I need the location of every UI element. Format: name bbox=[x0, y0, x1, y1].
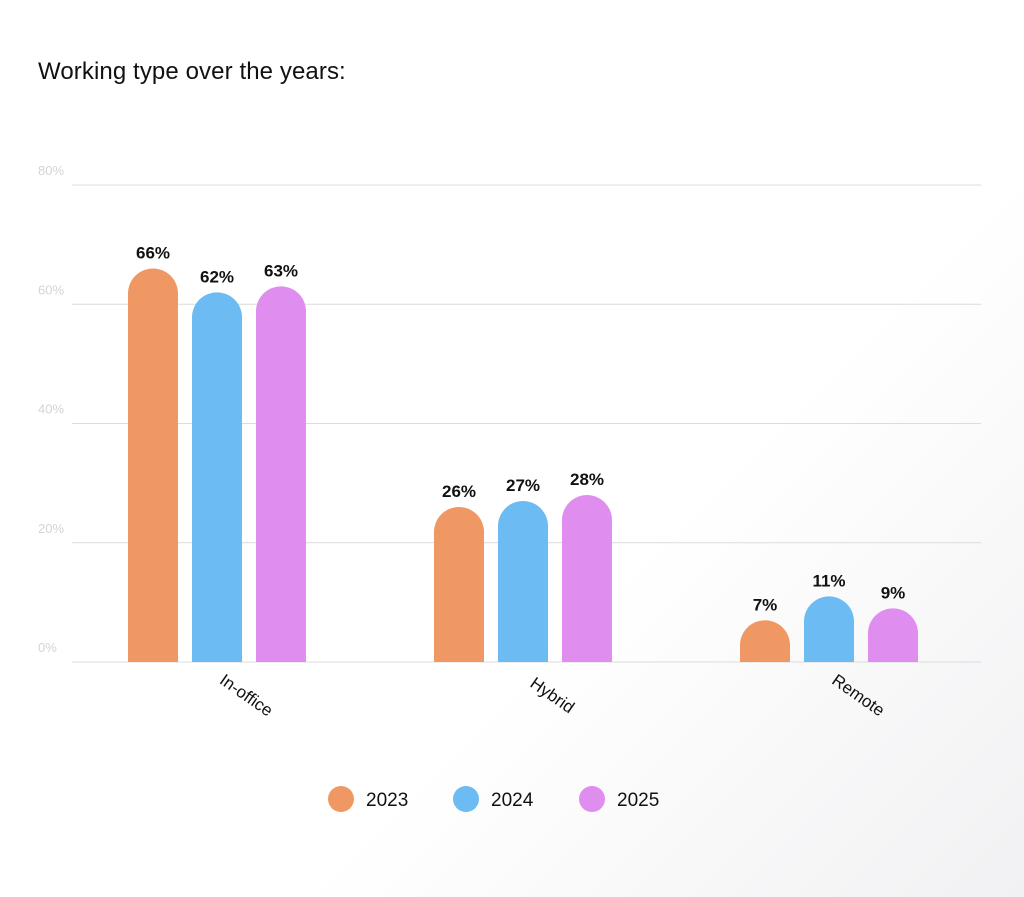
legend-item-2023: 2023 bbox=[328, 786, 408, 812]
bar-hybrid-2024 bbox=[498, 501, 548, 662]
x-tick-label: Hybrid bbox=[527, 673, 578, 717]
data-label: 7% bbox=[753, 595, 778, 614]
bar-remote-2024 bbox=[804, 596, 854, 662]
bar-hybrid-2023 bbox=[434, 506, 484, 662]
bar-in-office-2023 bbox=[128, 268, 178, 662]
y-tick-label: 60% bbox=[38, 282, 64, 297]
y-tick-label: 40% bbox=[38, 402, 64, 417]
data-label: 28% bbox=[570, 470, 604, 489]
bar-in-office-2025 bbox=[256, 286, 306, 662]
legend-swatch bbox=[579, 786, 605, 812]
value-labels: 66% 62% 63% 26% 27% 28% 7% 11% 9% bbox=[136, 243, 905, 614]
bar-remote-2025 bbox=[868, 608, 918, 662]
chart-title: Working type over the years: bbox=[38, 58, 346, 85]
y-tick-label: 0% bbox=[38, 640, 57, 655]
data-label: 27% bbox=[506, 476, 540, 495]
x-tick-label: Remote bbox=[828, 670, 888, 720]
bars bbox=[128, 268, 918, 662]
data-label: 11% bbox=[812, 571, 845, 590]
legend-label: 2023 bbox=[366, 790, 408, 811]
y-tick-label: 80% bbox=[38, 163, 64, 178]
data-label: 66% bbox=[136, 243, 170, 262]
data-label: 9% bbox=[881, 583, 906, 602]
legend-swatch bbox=[453, 786, 479, 812]
legend: 2023 2024 2025 bbox=[328, 786, 659, 812]
bar-in-office-2024 bbox=[192, 292, 242, 662]
data-label: 63% bbox=[264, 261, 298, 280]
legend-label: 2025 bbox=[617, 790, 659, 811]
legend-label: 2024 bbox=[491, 790, 534, 811]
category-labels: In-office Hybrid Remote bbox=[216, 670, 888, 720]
data-label: 62% bbox=[200, 267, 234, 286]
data-label: 26% bbox=[442, 482, 476, 501]
bar-hybrid-2025 bbox=[562, 495, 612, 662]
legend-item-2024: 2024 bbox=[453, 786, 534, 812]
x-tick-label: In-office bbox=[216, 670, 276, 720]
legend-swatch bbox=[328, 786, 354, 812]
bar-remote-2023 bbox=[740, 620, 790, 662]
y-tick-label: 20% bbox=[38, 521, 64, 536]
legend-item-2025: 2025 bbox=[579, 786, 659, 812]
